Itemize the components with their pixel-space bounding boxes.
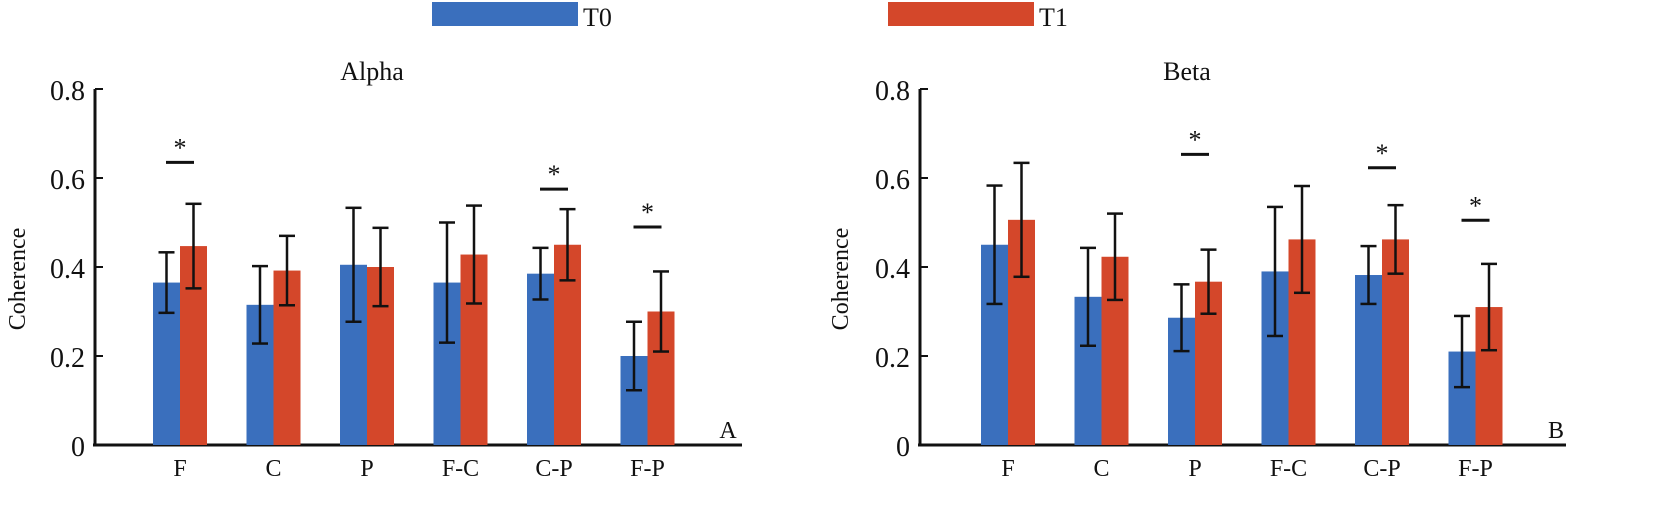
legend-label-t1: T1 — [1039, 3, 1068, 32]
y-tick-label: 0.2 — [50, 343, 85, 374]
legend-swatch-t1 — [888, 2, 1034, 26]
y-tick-label: 0.8 — [875, 76, 910, 107]
y-tick-label: 0.6 — [50, 165, 85, 196]
x-tick-label: P — [360, 456, 373, 482]
x-tick-label: F-C — [1270, 456, 1307, 482]
y-axis-label: Coherence — [828, 228, 854, 331]
significance-asterisk: * — [548, 160, 561, 189]
x-tick-label: F-P — [1458, 456, 1493, 482]
x-tick-label: C-P — [535, 456, 572, 482]
panel-label: A — [719, 418, 737, 444]
significance-asterisk: * — [1376, 139, 1389, 168]
chart-title: Beta — [1163, 57, 1211, 86]
x-tick-label: F — [1001, 456, 1014, 482]
x-tick-label: P — [1188, 456, 1201, 482]
chart-panel-beta: Beta Coherence B 0 0.2 0.4 0.6 0.8 F C P F-C C-P F-P *… — [828, 57, 1566, 482]
y-tick-label: 0 — [71, 432, 85, 463]
x-tick-label: F-C — [442, 456, 479, 482]
chart-title: Alpha — [340, 57, 404, 86]
significance-asterisk: * — [1469, 191, 1482, 220]
y-axis-label: Coherence — [5, 228, 31, 331]
significance-asterisk: * — [174, 133, 187, 162]
legend: T0 T1 — [432, 2, 1068, 32]
y-tick-label: 0 — [896, 432, 910, 463]
y-tick-label: 0.4 — [875, 254, 910, 285]
bar-t0 — [527, 273, 554, 445]
x-tick-label: F — [173, 456, 186, 482]
y-tick-label: 0.2 — [875, 343, 910, 374]
legend-label-t0: T0 — [583, 3, 612, 32]
y-tick-label: 0.8 — [50, 76, 85, 107]
x-tick-label: C — [265, 456, 281, 482]
y-tick-label: 0.4 — [50, 254, 85, 285]
legend-swatch-t0 — [432, 2, 578, 26]
x-tick-label: C — [1093, 456, 1109, 482]
significance-asterisk: * — [641, 198, 654, 227]
x-tick-label: C-P — [1363, 456, 1400, 482]
chart-panel-alpha: Alpha Coherence A 0 0.2 0.4 0.6 0.8 F C P F-C C-P F-P… — [5, 57, 742, 482]
x-tick-label: F-P — [630, 456, 665, 482]
panel-label: B — [1548, 418, 1564, 444]
significance-asterisk: * — [1189, 125, 1202, 154]
y-tick-label: 0.6 — [875, 165, 910, 196]
